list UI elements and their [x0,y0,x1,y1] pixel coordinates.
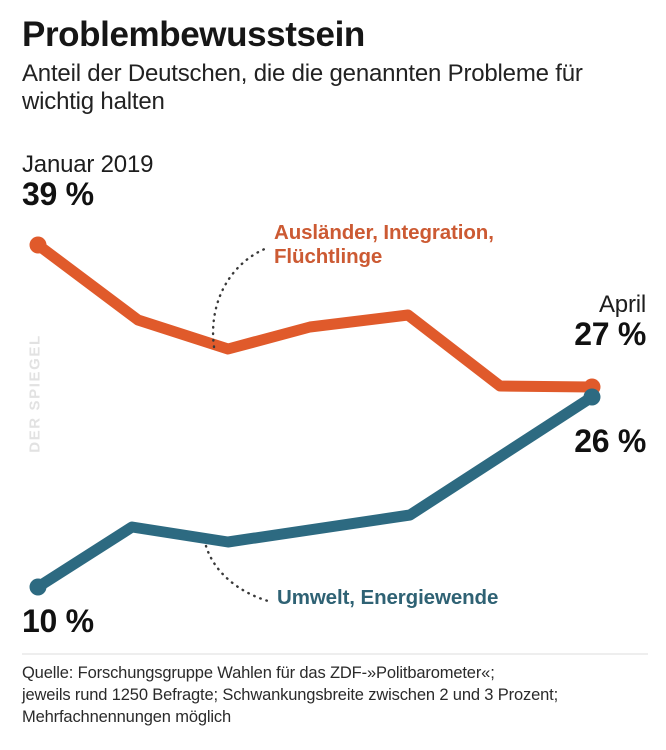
start-period-label-group: Januar 2019 39 % [22,152,153,213]
series-annotation-auslaender-line-2: Flüchtlinge [274,245,383,269]
leader-line-umwelt [204,544,270,603]
source-note: Quelle: Forschungsgruppe Wahlen für das … [22,663,650,728]
series-annotation-auslaender: Ausländer, Integration, Flüchtlinge [274,221,494,269]
end-period-label: April [598,291,646,318]
source-note-line-1: Quelle: Forschungsgruppe Wahlen für das … [22,664,495,682]
datapoint-marker-umwelt-start [29,578,47,596]
start-value-umwelt: 10 % [22,603,94,639]
series-line-umwelt [32,391,598,593]
series-annotation-auslaender-line-1: Ausländer, Integration, [274,221,494,244]
start-period-label: Januar 2019 [22,151,154,178]
leader-line-auslaender [211,246,269,349]
chart-header: Problembewusstsein Anteil der Deutschen,… [22,16,648,116]
datapoint-marker-auslaender-end [583,378,601,396]
end-period-label-group: April 27 % [574,292,646,353]
page-title: Problembewusstsein [22,15,365,54]
end-value-group-umwelt: 26 % [574,423,646,460]
series-annotation-umwelt: Umwelt, Energiewende [277,586,499,609]
chart-subtitle-line-2: für wichtig halten [22,59,583,116]
datapoint-marker-auslaender-start [29,236,47,254]
chart-footer: Quelle: Forschungsgruppe Wahlen für das … [22,663,650,728]
end-value-auslaender: 27 % [574,316,646,353]
source-note-line-3: Mehrfachnennungen möglich [22,707,232,726]
datapoint-marker-umwelt-end [583,388,601,406]
start-value-group-umwelt: 10 % [22,603,94,640]
der-spiegel-watermark: DER SPIEGEL [26,334,44,453]
start-value-auslaender: 39 % [22,176,94,213]
end-value-umwelt: 26 % [574,423,646,459]
chart-subtitle: Anteil der Deutschen, die die genannten … [22,60,648,117]
source-note-line-2: jeweils rund 1250 Befragte; Schwankungsb… [22,685,559,704]
chart-subtitle-line-1: Anteil der Deutschen, die die genannten … [22,59,549,87]
